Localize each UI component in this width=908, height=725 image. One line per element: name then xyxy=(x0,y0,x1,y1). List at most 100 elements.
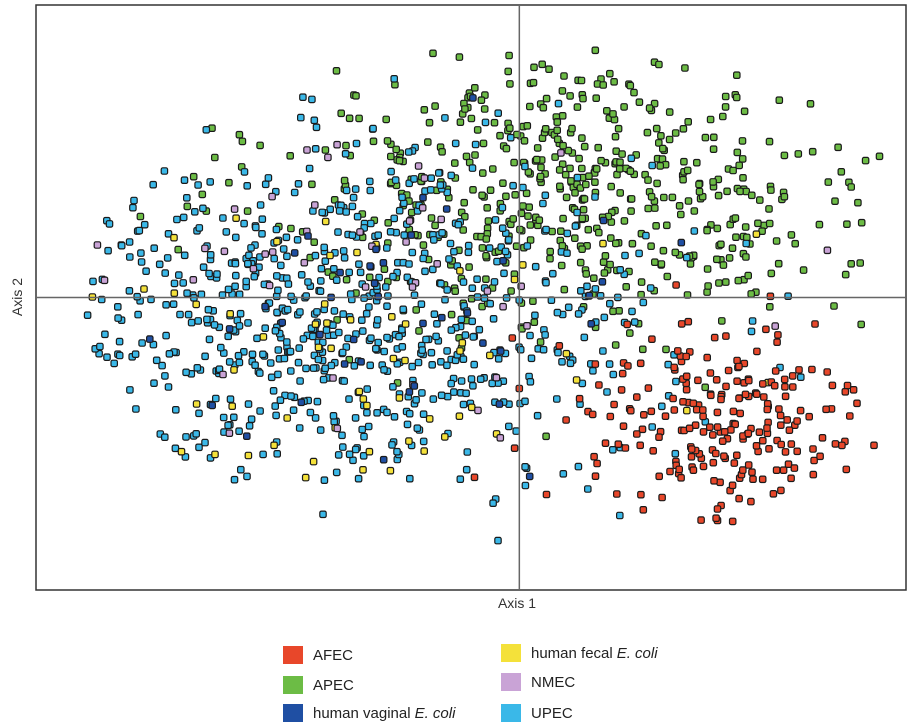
point-afec xyxy=(677,320,686,328)
point-upec xyxy=(335,207,344,215)
point-upec xyxy=(443,347,451,355)
point-apec xyxy=(611,341,620,349)
point-apec xyxy=(573,103,582,111)
point-upec xyxy=(96,342,104,351)
point-human-fecal-e-coli xyxy=(425,415,434,423)
point-upec xyxy=(332,468,341,477)
point-human-fecal-e-coli xyxy=(311,320,320,329)
point-upec xyxy=(784,292,792,301)
point-human-vaginal-e-coli xyxy=(278,318,287,327)
point-upec xyxy=(322,326,331,334)
point-afec xyxy=(842,465,851,474)
point-human-fecal-e-coli xyxy=(346,316,355,324)
point-upec xyxy=(89,277,97,286)
point-upec xyxy=(447,171,456,180)
point-human-fecal-e-coli xyxy=(456,267,464,275)
point-upec xyxy=(274,286,282,295)
point-upec xyxy=(526,331,534,340)
point-human-vaginal-e-coli xyxy=(496,347,505,355)
point-upec xyxy=(251,361,259,370)
point-upec xyxy=(559,470,568,478)
point-human-vaginal-e-coli xyxy=(357,358,365,366)
point-afec xyxy=(670,363,679,372)
point-upec xyxy=(261,324,270,333)
point-afec xyxy=(705,423,714,432)
point-upec xyxy=(639,298,648,307)
point-upec xyxy=(490,278,499,286)
point-afec xyxy=(712,514,720,523)
point-upec xyxy=(293,236,302,244)
point-upec xyxy=(217,343,225,352)
point-afec xyxy=(716,478,724,487)
point-upec xyxy=(152,356,161,365)
point-upec xyxy=(231,259,240,268)
point-apec xyxy=(635,98,644,107)
point-apec xyxy=(620,103,628,111)
point-apec xyxy=(618,150,626,158)
point-nmec xyxy=(329,374,337,382)
point-upec xyxy=(197,290,206,299)
point-afec xyxy=(562,416,570,424)
point-upec xyxy=(113,303,122,311)
legend-label-afec: AFEC xyxy=(313,646,354,664)
legend-label-human-vaginal-italic: E. coli xyxy=(414,704,456,722)
point-apec xyxy=(578,134,586,142)
point-upec xyxy=(349,193,358,202)
point-human-fecal-e-coli xyxy=(327,344,335,353)
point-apec xyxy=(238,137,247,146)
point-upec xyxy=(351,445,360,454)
point-upec xyxy=(299,93,307,102)
point-upec xyxy=(475,325,484,334)
point-upec xyxy=(313,308,321,316)
point-human-fecal-e-coli xyxy=(283,414,292,422)
point-upec xyxy=(366,186,375,195)
point-nmec xyxy=(405,217,414,225)
point-upec xyxy=(400,231,409,239)
point-human-vaginal-e-coli xyxy=(499,257,507,265)
point-human-fecal-e-coli xyxy=(510,275,519,284)
point-upec xyxy=(359,452,368,460)
point-upec xyxy=(405,409,414,418)
point-upec xyxy=(250,272,259,281)
point-upec xyxy=(302,292,311,300)
point-afec xyxy=(655,433,663,442)
point-apec xyxy=(462,152,471,161)
point-upec xyxy=(176,310,184,319)
point-apec xyxy=(499,179,507,188)
point-apec xyxy=(490,118,499,127)
point-apec xyxy=(742,253,750,261)
point-upec xyxy=(271,327,280,335)
point-upec xyxy=(305,164,314,173)
point-upec xyxy=(558,358,566,366)
point-upec xyxy=(390,74,399,83)
point-human-vaginal-e-coli xyxy=(340,360,349,368)
point-upec xyxy=(419,410,428,419)
point-upec xyxy=(527,354,536,363)
point-upec xyxy=(369,124,377,133)
point-afec xyxy=(785,426,794,435)
point-upec xyxy=(271,402,280,410)
point-upec xyxy=(244,259,252,268)
point-apec xyxy=(524,212,532,220)
point-apec xyxy=(656,162,665,170)
point-apec xyxy=(447,310,456,319)
point-human-fecal-e-coli xyxy=(486,351,494,360)
point-apec xyxy=(555,182,564,191)
point-human-fecal-e-coli xyxy=(140,285,148,293)
point-human-vaginal-e-coli xyxy=(316,330,324,339)
point-afec xyxy=(735,494,743,503)
point-human-fecal-e-coli xyxy=(323,319,331,327)
point-apec xyxy=(392,145,401,154)
point-human-vaginal-e-coli xyxy=(442,205,451,213)
point-upec xyxy=(437,391,446,400)
point-apec xyxy=(486,186,495,195)
point-afec xyxy=(849,386,858,394)
point-upec xyxy=(583,485,592,493)
point-afec xyxy=(777,440,786,449)
legend-swatch-human-vaginal xyxy=(283,704,303,722)
point-upec xyxy=(335,328,343,337)
point-apec xyxy=(605,69,614,78)
point-upec xyxy=(240,219,248,228)
point-apec xyxy=(676,210,685,219)
point-upec xyxy=(395,206,404,215)
